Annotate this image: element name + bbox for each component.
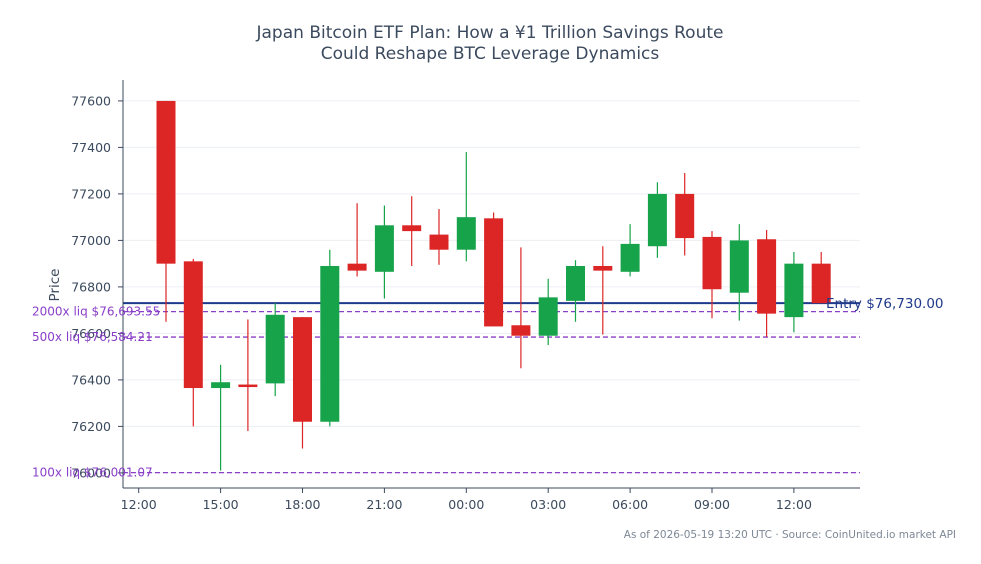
candle-body: [183, 261, 203, 389]
candle-body: [429, 234, 449, 250]
liquidation-label: 500x liq $76,584.21: [32, 330, 153, 344]
candle-body: [293, 317, 312, 422]
reference-labels: 2000x liq $76,693.55 500x liq $76,584.21 1…: [32, 296, 944, 479]
candle-body: [620, 243, 640, 272]
y-tick-label: 76200: [71, 419, 111, 434]
candle-body: [593, 265, 613, 271]
candle-body: [566, 265, 585, 301]
y-tick-label: 76400: [71, 372, 111, 387]
y-tick-label: 77000: [71, 233, 111, 248]
liquidation-label: 100x liq $76,001.07: [32, 466, 153, 480]
candle-body: [156, 100, 176, 264]
candle-body: [320, 265, 340, 422]
y-tick-label: 77400: [71, 140, 111, 155]
candle-body: [374, 225, 394, 272]
chart-title-line1: Japan Bitcoin ETF Plan: How a ¥1 Trillio…: [256, 23, 724, 43]
candle-body: [211, 382, 231, 389]
y-tick-label: 77600: [71, 93, 111, 108]
y-tick-label: 76800: [71, 279, 111, 294]
y-tick-label: 76600: [71, 326, 111, 341]
x-tick-label: 12:00: [776, 497, 812, 512]
candle-body: [347, 263, 367, 271]
x-tick-label: 12:00: [121, 497, 157, 512]
candle-body: [702, 236, 722, 290]
x-tick-label: 15:00: [203, 497, 239, 512]
candle-body: [511, 325, 531, 336]
x-tick-label: 03:00: [530, 497, 566, 512]
reference-lines: [123, 302, 860, 474]
candle-body: [729, 240, 749, 293]
y-tick-label: 77200: [71, 186, 111, 201]
candle-body: [757, 239, 777, 314]
candle-body: [484, 218, 504, 327]
candle-body: [811, 263, 831, 304]
candle-body: [402, 225, 422, 232]
y-axis-label: Price: [47, 269, 63, 302]
candle-body: [265, 314, 285, 384]
x-tick-label: 21:00: [366, 497, 402, 512]
candle-body: [238, 384, 258, 388]
liquidation-label: 2000x liq $76,693.55: [32, 305, 160, 319]
x-tick-label: 09:00: [694, 497, 730, 512]
candle-body: [456, 217, 476, 250]
x-tick-label: 06:00: [612, 497, 648, 512]
x-tick-label: 18:00: [284, 497, 320, 512]
axes: 76000 76200 76400 76600 76800 77000 77200 77400…: [71, 80, 860, 512]
candle-body: [784, 263, 804, 318]
chart-title-line2: Could Reshape BTC Leverage Dynamics: [321, 44, 660, 64]
candle-body: [647, 193, 667, 247]
y-tick-label: 76000: [71, 465, 111, 480]
entry-label: Entry $76,730.00: [826, 296, 944, 312]
candles: [156, 100, 831, 471]
footer-source-note: As of 2026-05-19 13:20 UTC · Source: Coi…: [624, 529, 956, 541]
candle-body: [538, 297, 558, 336]
x-tick-label: 00:00: [448, 497, 484, 512]
candle-body: [675, 193, 695, 239]
